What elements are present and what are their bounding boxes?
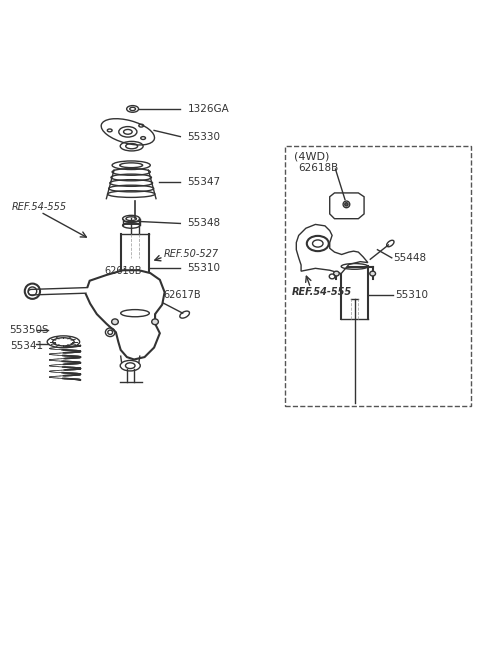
Text: 55350S: 55350S <box>9 326 48 335</box>
Polygon shape <box>296 225 368 274</box>
Ellipse shape <box>334 271 339 276</box>
Text: 55341: 55341 <box>10 341 43 350</box>
Text: 55347: 55347 <box>188 177 221 187</box>
Text: 62618B: 62618B <box>299 162 339 173</box>
Text: REF.54-555: REF.54-555 <box>291 287 352 297</box>
Text: 55330: 55330 <box>188 132 220 141</box>
Ellipse shape <box>112 319 118 325</box>
Text: 62617B: 62617B <box>164 290 201 299</box>
Ellipse shape <box>345 202 348 206</box>
Polygon shape <box>330 193 364 219</box>
Text: 55448: 55448 <box>394 253 427 263</box>
Text: 55348: 55348 <box>188 219 221 229</box>
Text: REF.54-555: REF.54-555 <box>12 202 67 212</box>
Text: (4WD): (4WD) <box>294 152 329 162</box>
Text: 1326GA: 1326GA <box>188 104 229 114</box>
Ellipse shape <box>101 119 155 145</box>
Text: 55310: 55310 <box>395 290 428 300</box>
Ellipse shape <box>152 319 158 325</box>
Text: REF.50-527: REF.50-527 <box>164 250 219 259</box>
Text: 55310: 55310 <box>188 263 220 273</box>
Polygon shape <box>85 271 165 360</box>
Ellipse shape <box>370 271 375 276</box>
Text: 62618B: 62618B <box>104 266 142 276</box>
